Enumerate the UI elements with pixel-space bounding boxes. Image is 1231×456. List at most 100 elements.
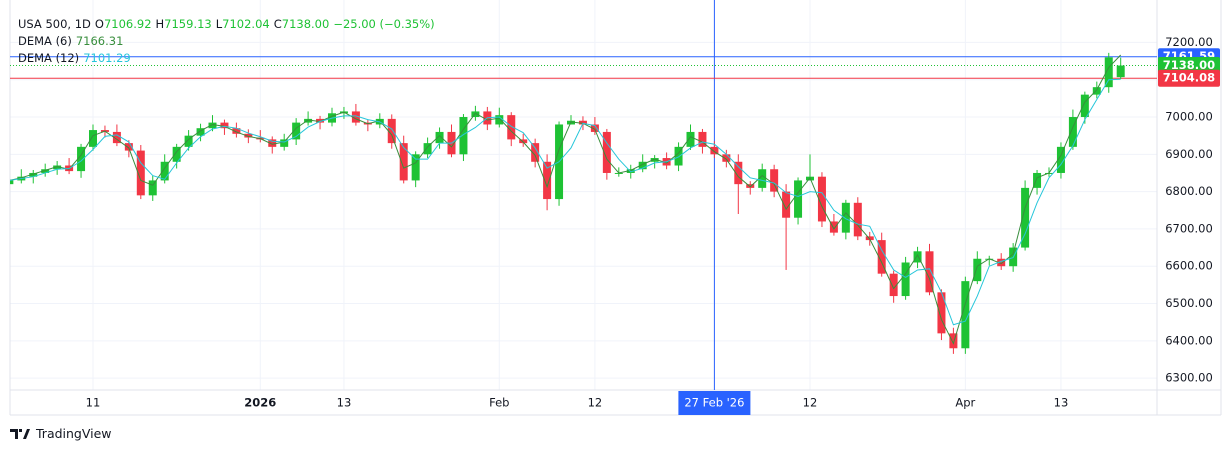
y-tick-label: 6900.00 xyxy=(1165,147,1213,161)
candle-body xyxy=(973,258,982,282)
candle-body xyxy=(853,202,862,237)
candle-body xyxy=(184,135,193,147)
price-tag-label: 7138.00 xyxy=(1163,58,1215,72)
candle-body xyxy=(877,240,886,274)
ohlc-key: C xyxy=(273,17,282,31)
symbol: USA 500, 1D xyxy=(18,17,91,31)
x-tick-label: 12 xyxy=(588,396,603,410)
candle-body xyxy=(758,169,767,188)
y-tick-label: 6800.00 xyxy=(1165,184,1213,198)
y-tick-label: 7000.00 xyxy=(1165,110,1213,124)
candle-body xyxy=(901,262,910,297)
candle-body xyxy=(387,118,396,144)
candle-body xyxy=(280,139,289,147)
candle-body xyxy=(351,111,360,123)
candle-body xyxy=(292,122,301,140)
candle-body xyxy=(220,122,229,129)
ohlc-value: 7106.92 xyxy=(103,17,152,31)
candle-body xyxy=(1080,94,1089,118)
x-tick-label: 12 xyxy=(803,396,818,410)
candle-body xyxy=(626,169,635,173)
candle-body xyxy=(531,143,540,162)
candle-body xyxy=(10,180,14,185)
candle-body xyxy=(1104,57,1113,88)
candle-body xyxy=(1116,65,1125,78)
candle-body xyxy=(949,333,958,349)
candle-body xyxy=(686,131,695,147)
candle-body xyxy=(495,115,504,125)
ohlc-key: L xyxy=(215,17,223,31)
candle-body xyxy=(794,180,803,218)
candle-body xyxy=(937,292,946,334)
y-tick-label: 6500.00 xyxy=(1165,296,1213,310)
candle-body xyxy=(590,124,599,132)
indicator-name: DEMA (12) xyxy=(18,51,80,65)
candle-body xyxy=(53,165,62,170)
candle-body xyxy=(196,128,205,136)
ohlc-value: 7159.13 xyxy=(164,17,212,31)
candle-body xyxy=(961,281,970,349)
x-tick-label: 13 xyxy=(1054,396,1069,410)
change: −25.00 (−0.35%) xyxy=(333,17,435,31)
x-tick-label: 11 xyxy=(86,396,101,410)
candle-body xyxy=(889,273,898,297)
candle-body xyxy=(507,115,516,140)
indicator-name: DEMA (6) xyxy=(18,34,72,48)
candle-body xyxy=(136,150,145,196)
candle-body xyxy=(208,122,217,129)
y-tick-label: 6600.00 xyxy=(1165,259,1213,273)
legend-row: DEMA (6) 7166.31 xyxy=(18,33,439,50)
candle-body xyxy=(1056,146,1065,173)
ohlc-key: H xyxy=(155,17,165,31)
x-tick-label: 13 xyxy=(337,396,352,410)
candle-body xyxy=(268,139,277,147)
candle-body xyxy=(841,202,850,233)
plot xyxy=(10,0,1157,390)
candle-body xyxy=(41,169,50,173)
candle-body xyxy=(160,161,169,181)
candle-body xyxy=(770,169,779,192)
brand-logo xyxy=(10,428,30,439)
ohlc-key: O xyxy=(94,17,104,31)
ohlc-value: 7138.00 xyxy=(281,17,330,31)
candle-body xyxy=(459,117,468,155)
candle-body xyxy=(602,131,611,173)
legend-row: USA 500, 1D O7106.92 H7159.13 L7102.04 C7138… xyxy=(18,16,439,33)
brand-name: TradingView xyxy=(36,426,112,441)
candle-body xyxy=(29,172,38,177)
candle-body xyxy=(232,128,241,134)
candle-body xyxy=(578,120,587,125)
candle-body xyxy=(829,221,838,233)
candle-body xyxy=(124,143,133,151)
candle-body xyxy=(148,180,157,196)
candle-body xyxy=(674,146,683,166)
candle-body xyxy=(112,131,121,144)
candle-body xyxy=(435,131,444,144)
candle-body xyxy=(913,251,922,263)
candle-body xyxy=(172,146,181,162)
candle-body xyxy=(77,146,86,172)
candle-body xyxy=(817,176,826,222)
candle-body xyxy=(519,139,528,144)
candle-body xyxy=(925,251,934,293)
candle-body xyxy=(782,191,791,218)
y-tick-label: 6400.00 xyxy=(1165,333,1213,347)
candle-body xyxy=(471,111,480,118)
candle-body xyxy=(698,131,707,147)
y-tick-label: 6700.00 xyxy=(1165,221,1213,235)
candle-body xyxy=(710,146,719,155)
y-tick-label: 7200.00 xyxy=(1165,35,1213,49)
price-tag-label: 7104.08 xyxy=(1163,71,1215,85)
candle-body xyxy=(89,130,97,147)
x-tick-label: 2026 xyxy=(244,396,276,410)
footer[interactable]: TradingView xyxy=(10,426,112,441)
indicator-value: 7101.29 xyxy=(83,51,131,65)
crosshair-label-bg xyxy=(678,391,751,415)
indicator-line xyxy=(10,54,1122,345)
candle-body xyxy=(1021,187,1030,248)
candle-body xyxy=(244,133,253,138)
price-tag xyxy=(1158,69,1220,87)
y-tick-label: 6300.00 xyxy=(1165,371,1213,385)
